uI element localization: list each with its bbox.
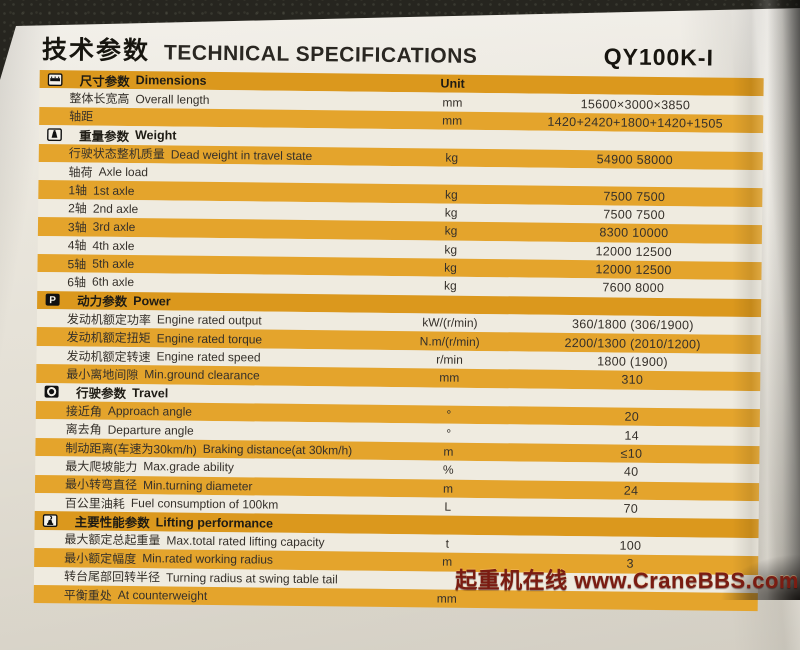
unit-column-header: Unit	[440, 76, 465, 91]
section-header-row: 重量参数 Weight	[38, 125, 764, 152]
spec-value: 1800 (1900)	[597, 354, 668, 370]
section-title-zh: 动力参数	[77, 294, 128, 310]
spec-value: 12000 12500	[595, 243, 672, 259]
spec-unit: kg	[443, 279, 457, 294]
spec-value: 70	[623, 501, 639, 516]
spec-value: ≤10	[620, 446, 643, 461]
section-title-en: Dimensions	[135, 73, 207, 89]
hook-icon	[42, 514, 59, 528]
ruler-icon	[47, 72, 64, 86]
unit-column-header	[394, 396, 504, 397]
spec-table: 尺寸参数 Dimensions Unit 整体长宽高 Overall length mm 1…	[33, 69, 764, 612]
spec-unit: kg	[445, 150, 459, 165]
spec-unit: r/min	[436, 352, 463, 367]
wheel-icon	[44, 385, 60, 399]
spec-unit: kg	[444, 242, 458, 257]
document-header: 技术参数 TECHNICAL SPECIFICATIONS QY100K-I	[12, 18, 800, 79]
spec-value: 24	[623, 483, 639, 498]
weight-icon	[47, 127, 63, 141]
spec-unit: m	[443, 444, 454, 459]
section-title-en: Lifting performance	[155, 514, 274, 531]
section-title-zh: 重量参数	[78, 129, 130, 144]
section-title-en: Weight	[134, 128, 177, 143]
spec-unit	[397, 175, 507, 176]
spec-value: 8300 10000	[599, 225, 669, 241]
spec-unit: kW/(r/min)	[422, 315, 478, 331]
section-header-row: 主要性能参数 Lifting performance	[34, 511, 759, 538]
spec-value: 12000 12500	[595, 262, 672, 278]
spec-unit: t	[445, 536, 450, 551]
spec-value: 15600×3000×3850	[580, 96, 691, 112]
spec-unit: kg	[444, 205, 458, 220]
spec-value: 310	[621, 373, 644, 388]
section-title-en: Travel	[132, 385, 169, 401]
spec-unit: kg	[444, 187, 458, 202]
unit-column-header	[397, 138, 507, 139]
unit-column-header	[393, 525, 503, 526]
section-title-en: Power	[133, 293, 171, 309]
spec-unit: L	[444, 499, 452, 514]
spec-unit: °	[446, 407, 452, 422]
unit-column-header	[395, 304, 505, 305]
section-title-zh: 尺寸参数	[79, 74, 130, 89]
spec-unit: mm	[439, 370, 460, 386]
svg-text:P: P	[49, 295, 56, 306]
spec-unit: mm	[442, 113, 463, 128]
spec-label: 平衡重处 At counterweight	[63, 587, 208, 604]
power-icon: P	[45, 293, 61, 307]
spec-value: 40	[623, 465, 639, 480]
spec-value: 2200/1300 (2010/1200)	[564, 335, 701, 352]
spec-value: 1420+2420+1800+1420+1505	[547, 114, 723, 131]
section-header-row: 尺寸参数 Dimensions Unit	[39, 69, 764, 97]
spec-value: 7600 8000	[602, 280, 665, 296]
spec-unit: °	[446, 426, 452, 441]
spec-value: 7500 7500	[603, 188, 666, 204]
section-header-row: P 动力参数 Power	[37, 290, 762, 318]
spec-value: 7500 7500	[603, 207, 666, 223]
page-content: 技术参数 TECHNICAL SPECIFICATIONS QY100K-I 尺…	[6, 18, 800, 612]
spec-unit: kg	[444, 223, 458, 239]
spec-value: 100	[619, 538, 642, 553]
spec-unit: %	[442, 462, 454, 478]
model-number: QY100K-I	[603, 43, 715, 71]
spec-value: 54900 58000	[596, 152, 673, 167]
spec-value: 360/1800 (306/1900)	[571, 317, 694, 333]
spec-value	[507, 176, 763, 179]
spec-unit: kg	[444, 260, 457, 275]
section-title-zh: 行驶参数	[76, 386, 127, 402]
spec-value: 14	[624, 428, 639, 443]
page-title-zh: 技术参数	[41, 36, 151, 66]
spec-unit: m	[442, 481, 454, 496]
section-title-zh: 主要性能参数	[74, 515, 150, 531]
page-title-en: TECHNICAL SPECIFICATIONS	[163, 41, 478, 68]
watermark: 起重机在线 www.CraneBBS.com	[455, 568, 799, 593]
spec-unit: N.m/(r/min)	[419, 333, 480, 349]
spec-value: 20	[624, 409, 640, 425]
spec-unit: mm	[442, 95, 463, 110]
section-header-row: 行驶参数 Travel	[35, 382, 761, 410]
